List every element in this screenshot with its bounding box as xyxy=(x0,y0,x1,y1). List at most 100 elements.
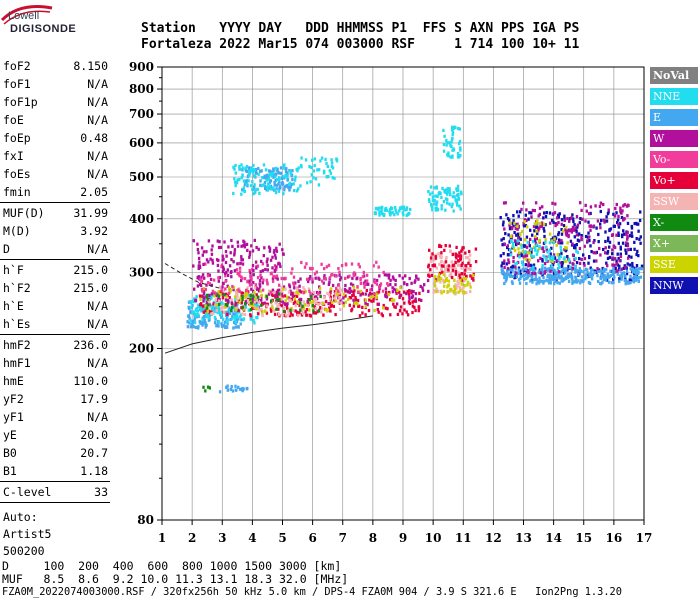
echo-point xyxy=(544,245,548,249)
echo-point xyxy=(253,285,257,289)
echo-point xyxy=(578,221,581,225)
echo-point xyxy=(313,298,316,302)
echo-point xyxy=(299,184,302,188)
echo-point xyxy=(226,303,229,307)
echo-point xyxy=(612,224,615,228)
echo-point xyxy=(390,298,394,302)
echo-point xyxy=(391,275,395,279)
echo-point xyxy=(405,310,408,314)
param-value: 3.92 xyxy=(80,224,108,238)
echo-point xyxy=(548,211,552,215)
echo-point xyxy=(535,221,538,225)
echo-point xyxy=(314,297,317,301)
echo-point xyxy=(552,255,555,259)
echo-point xyxy=(271,288,275,292)
echo-point xyxy=(436,279,439,283)
echo-point xyxy=(238,289,241,293)
echo-point xyxy=(444,267,447,271)
echo-point xyxy=(194,312,197,316)
echo-point xyxy=(461,287,464,291)
echo-point xyxy=(333,176,336,180)
echo-point xyxy=(507,258,510,262)
echo-point xyxy=(270,172,273,176)
echo-point xyxy=(406,283,409,287)
echo-point xyxy=(503,281,506,286)
echo-point xyxy=(467,261,470,265)
echo-point xyxy=(433,186,437,190)
echo-point xyxy=(202,296,206,300)
x-tick-label: 16 xyxy=(606,531,623,545)
echo-point xyxy=(533,236,537,240)
echo-point xyxy=(442,278,445,283)
echo-point xyxy=(535,282,538,286)
echo-point xyxy=(342,292,345,296)
trace-line xyxy=(164,263,223,290)
echo-point xyxy=(456,126,460,131)
echo-point xyxy=(198,320,201,324)
echo-point xyxy=(311,303,314,308)
param-name: yE xyxy=(3,428,17,442)
echo-point xyxy=(540,221,544,225)
echo-point xyxy=(249,297,252,301)
echo-point xyxy=(544,240,547,244)
echo-point xyxy=(252,192,255,196)
y-tick-label: 800 xyxy=(129,82,154,96)
echo-point xyxy=(288,283,291,287)
echo-point xyxy=(567,279,571,283)
param-value: N/A xyxy=(87,167,108,181)
echo-point xyxy=(194,314,197,318)
param-name: h`E xyxy=(3,299,24,313)
echo-point xyxy=(513,276,516,280)
echo-point xyxy=(295,189,299,193)
echo-point xyxy=(255,266,258,270)
echo-point xyxy=(261,313,264,318)
echo-point xyxy=(328,306,331,310)
echo-point xyxy=(372,264,375,268)
echo-point xyxy=(435,200,439,204)
param-row: yE 20.0 xyxy=(0,426,110,444)
echo-point xyxy=(560,241,564,245)
echo-point xyxy=(627,256,630,260)
echo-point xyxy=(458,251,461,255)
echo-point xyxy=(336,292,339,296)
echo-point xyxy=(356,290,360,294)
echo-point xyxy=(539,222,542,226)
echo-point xyxy=(217,306,220,310)
echo-point xyxy=(333,296,336,300)
echo-point xyxy=(617,231,620,235)
echo-point xyxy=(613,245,617,250)
echo-point xyxy=(458,139,462,144)
echo-point xyxy=(364,304,367,309)
echo-point xyxy=(227,245,230,249)
echo-point xyxy=(291,308,294,312)
echo-point xyxy=(240,291,243,295)
echo-point xyxy=(439,289,443,293)
echo-point xyxy=(202,385,205,389)
echo-point xyxy=(613,276,616,280)
echo-point xyxy=(406,290,409,294)
echo-point xyxy=(295,290,299,294)
echo-point xyxy=(524,224,528,228)
param-value: N/A xyxy=(87,410,108,424)
echo-point xyxy=(550,255,554,259)
echo-point xyxy=(517,214,520,218)
echo-point xyxy=(258,308,261,312)
echo-point xyxy=(283,188,286,192)
echo-point xyxy=(445,277,449,281)
echo-point xyxy=(626,262,629,266)
echo-point xyxy=(631,261,634,266)
echo-point xyxy=(292,295,295,299)
echo-point xyxy=(557,270,561,274)
echo-point xyxy=(285,303,288,307)
echo-point xyxy=(602,278,606,282)
echo-point xyxy=(302,306,306,310)
echo-point xyxy=(620,272,623,276)
echo-point xyxy=(201,273,205,277)
echo-point xyxy=(364,279,367,283)
echo-point xyxy=(331,300,334,304)
echo-point xyxy=(288,285,292,289)
echo-point xyxy=(320,310,323,314)
echo-point xyxy=(571,242,574,246)
echo-point xyxy=(431,195,435,199)
echo-point xyxy=(612,266,615,270)
